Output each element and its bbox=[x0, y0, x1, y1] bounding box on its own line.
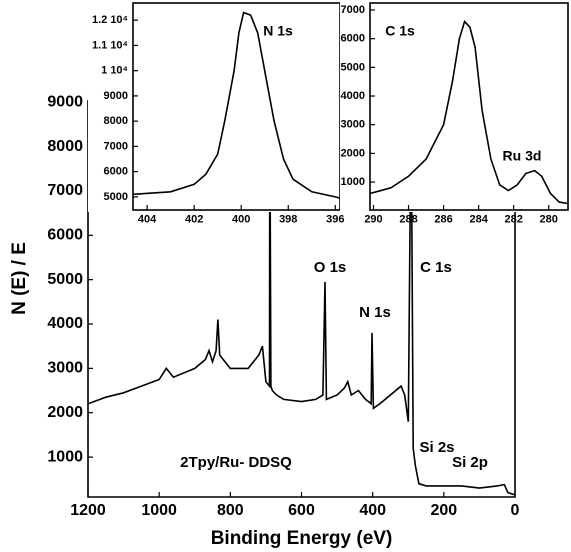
y-tick-label: 3000 bbox=[47, 360, 83, 377]
annotation: Si 2p bbox=[452, 454, 488, 471]
x-tick-label: 404 bbox=[138, 213, 157, 225]
x-tick-label: 400 bbox=[359, 502, 386, 519]
x-tick-label: 398 bbox=[279, 213, 297, 225]
annotation: Si 2s bbox=[419, 439, 454, 456]
x-tick-label: 288 bbox=[399, 213, 417, 225]
y-tick-label: 3000 bbox=[341, 119, 365, 131]
frame bbox=[369, 2, 569, 211]
x-tick-label: 280 bbox=[540, 213, 558, 225]
x-tick-label: 402 bbox=[185, 213, 203, 225]
y-tick-label: 5000 bbox=[104, 191, 128, 203]
x-tick-label: 396 bbox=[326, 213, 344, 225]
x-axis-label: Binding Energy (eV) bbox=[211, 528, 393, 549]
y-tick-label: 4000 bbox=[47, 315, 83, 332]
y-tick-label: 1000 bbox=[341, 176, 365, 188]
x-tick-label: 290 bbox=[364, 213, 382, 225]
y-tick-label: 2000 bbox=[341, 147, 365, 159]
y-tick-label: 6000 bbox=[104, 166, 128, 178]
x-tick-label: 1000 bbox=[141, 502, 177, 519]
y-tick-label: 5000 bbox=[341, 61, 365, 73]
spectrum-line bbox=[88, 102, 515, 496]
spectrum-line bbox=[370, 19, 568, 205]
y-tick-label: 1000 bbox=[47, 448, 83, 465]
inset-background bbox=[340, 0, 569, 212]
x-tick-label: 600 bbox=[288, 502, 315, 519]
y-tick-label: 7000 bbox=[341, 4, 365, 16]
y-tick-label: 9000 bbox=[47, 93, 83, 110]
y-tick-label: 2000 bbox=[47, 404, 83, 421]
spectrum-line bbox=[133, 11, 340, 199]
x-tick-label: 286 bbox=[434, 213, 452, 225]
y-tick-label: 7000 bbox=[104, 140, 128, 152]
x-tick-label: 1200 bbox=[70, 502, 106, 519]
y-tick-label: 6000 bbox=[47, 227, 83, 244]
x-tick-label: 0 bbox=[511, 502, 520, 519]
y-tick-label: 1 10⁴ bbox=[101, 65, 128, 77]
y-tick-label: 1.1 10⁴ bbox=[92, 39, 128, 51]
annotation: Ru 3d bbox=[503, 148, 542, 164]
y-tick-label: 7000 bbox=[47, 182, 83, 199]
y-tick-label: 1.2 10⁴ bbox=[92, 14, 128, 26]
inset-background bbox=[88, 0, 341, 212]
annotation: 2Tpy/Ru- DDSQ bbox=[180, 454, 292, 471]
annotation: C 1s bbox=[420, 259, 452, 276]
x-tick-label: 200 bbox=[430, 502, 457, 519]
x-tick-label: 282 bbox=[505, 213, 523, 225]
annotation: N 1s bbox=[263, 23, 293, 39]
annotation: N 1s bbox=[359, 304, 391, 321]
y-tick-label: 8000 bbox=[104, 115, 128, 127]
annotation: O 1s bbox=[314, 259, 347, 276]
x-tick-label: 400 bbox=[232, 213, 250, 225]
y-tick-label: 5000 bbox=[47, 271, 83, 288]
y-tick-label: 8000 bbox=[47, 138, 83, 155]
y-axis-label: N (E) / E bbox=[9, 242, 30, 315]
x-tick-label: 284 bbox=[469, 213, 488, 225]
y-tick-label: 4000 bbox=[341, 90, 365, 102]
y-tick-label: 9000 bbox=[104, 90, 128, 102]
annotation: C 1s bbox=[385, 23, 415, 39]
y-tick-label: 6000 bbox=[341, 33, 365, 45]
x-tick-label: 800 bbox=[217, 502, 244, 519]
